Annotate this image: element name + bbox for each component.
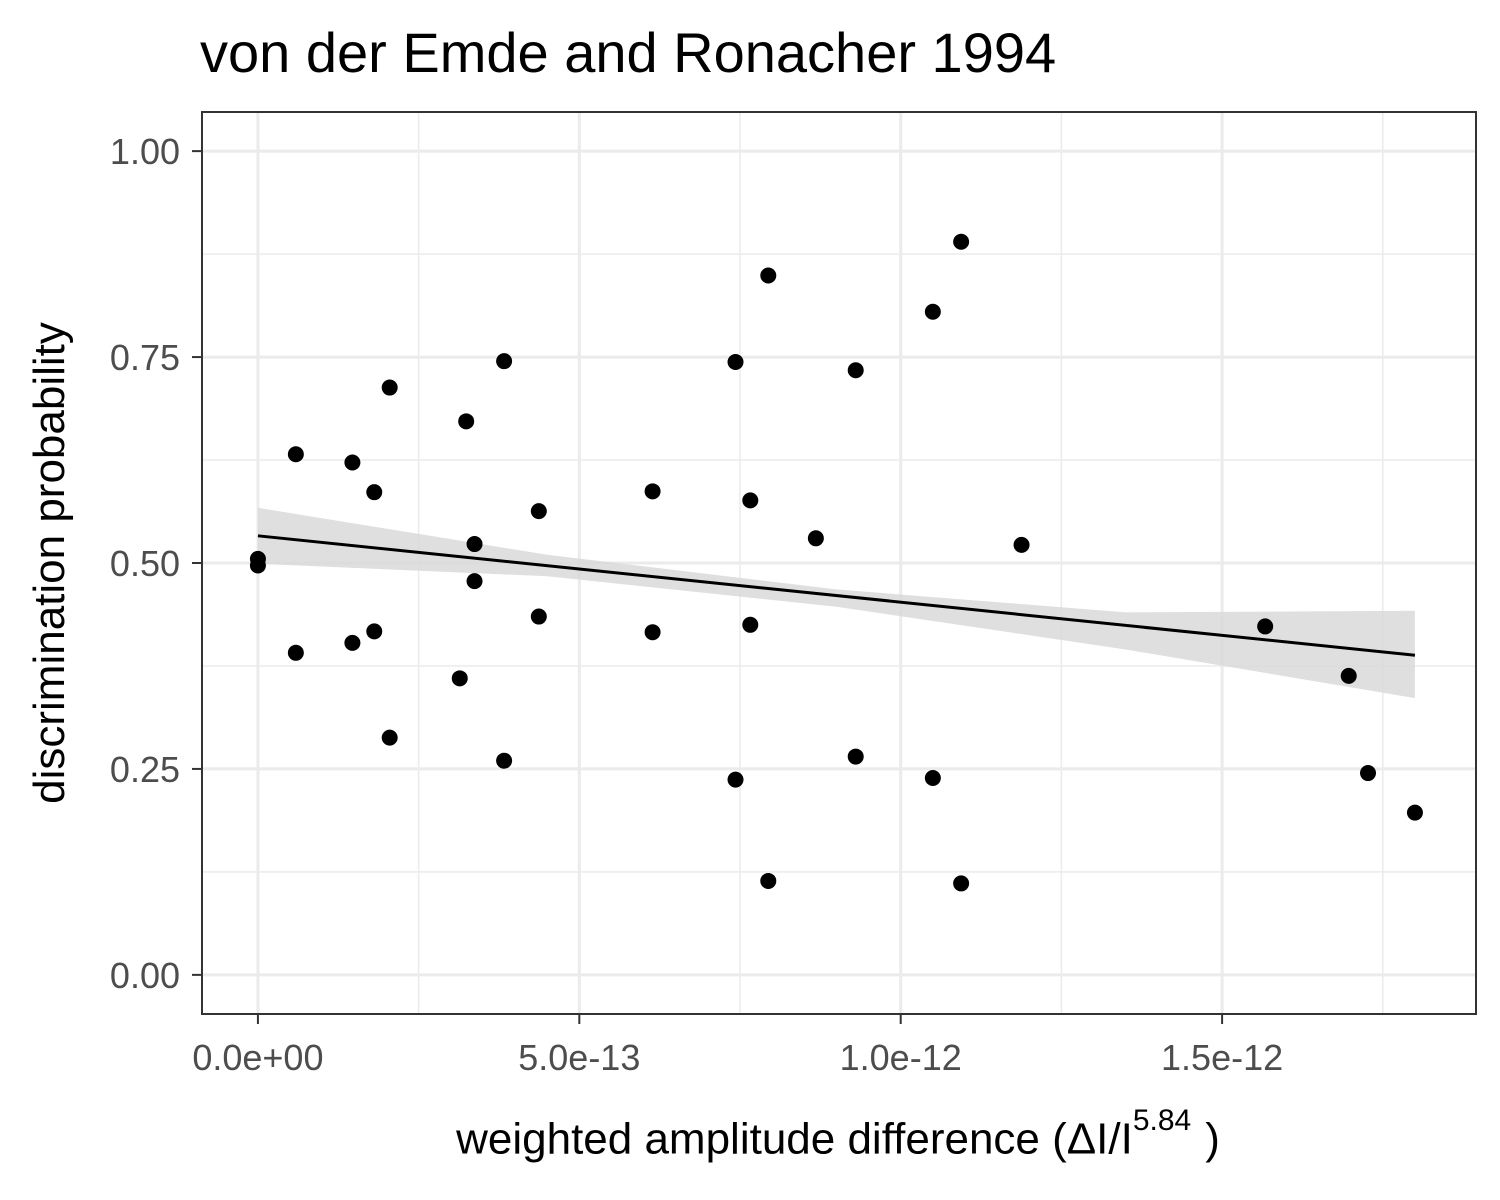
- data-point-27: [847, 362, 864, 379]
- data-point-5: [344, 634, 361, 651]
- data-point-34: [1257, 618, 1274, 635]
- y-tick-label-1: 0.25: [110, 749, 180, 790]
- x-tick-label-0: 0.0e+00: [192, 1037, 323, 1078]
- data-point-17: [530, 608, 547, 625]
- regression-line: [257, 534, 1416, 657]
- data-point-25: [760, 872, 777, 889]
- data-point-4: [344, 454, 361, 471]
- data-point-32: [953, 875, 970, 892]
- data-point-23: [742, 616, 759, 633]
- x-axis-label: weighted amplitude difference (ΔI/I5.84): [456, 1104, 1220, 1165]
- data-point-36: [1360, 765, 1377, 782]
- fit-line: [257, 534, 1416, 657]
- data-point-9: [381, 729, 398, 746]
- data-point-26: [807, 530, 824, 547]
- chart-title: von der Emde and Ronacher 1994: [200, 21, 1057, 84]
- y-tick-label-2: 0.50: [110, 543, 180, 584]
- data-point-28: [847, 748, 864, 765]
- data-point-21: [727, 771, 744, 788]
- confidence-band: [257, 507, 1415, 699]
- y-tick-label-3: 0.75: [110, 337, 180, 378]
- data-point-3: [287, 644, 304, 661]
- x-axis-label-superscript: 5.84: [1132, 1104, 1192, 1137]
- data-point-18: [644, 483, 661, 500]
- data-point-19: [644, 624, 661, 641]
- data-point-29: [924, 303, 941, 320]
- data-point-10: [451, 670, 468, 687]
- data-point-31: [953, 233, 970, 250]
- data-point-13: [466, 573, 483, 590]
- data-point-30: [924, 769, 941, 786]
- x-tick-label-2: 1.0e-12: [840, 1037, 962, 1078]
- data-point-12: [466, 536, 483, 553]
- y-tick-label-0: 0.00: [110, 955, 180, 996]
- data-point-8: [381, 379, 398, 396]
- data-point-35: [1340, 667, 1357, 684]
- data-point-6: [366, 484, 383, 501]
- data-point-14: [496, 353, 513, 370]
- x-axis-label-close: ): [1205, 1114, 1220, 1164]
- y-tick-label-4: 1.00: [110, 131, 180, 172]
- data-point-16: [530, 503, 547, 520]
- x-tick-label-1: 5.0e-13: [518, 1037, 640, 1078]
- confidence-band-area: [257, 507, 1415, 699]
- data-point-7: [366, 623, 383, 640]
- data-point-1: [249, 557, 266, 574]
- data-point-24: [760, 267, 777, 284]
- x-axis-label-main: weighted amplitude difference (ΔI/I: [456, 1114, 1133, 1164]
- data-points: [249, 233, 1423, 892]
- data-point-33: [1013, 536, 1030, 553]
- data-point-15: [496, 752, 513, 769]
- axis-ticks: [192, 150, 1224, 1024]
- data-point-11: [458, 413, 475, 430]
- data-point-22: [742, 492, 759, 509]
- data-point-2: [287, 446, 304, 463]
- data-point-20: [727, 354, 744, 371]
- tick-labels: 0.0e+00 5.0e-13 1.0e-12 1.5e-12 0.00 0.25 0.50…: [110, 131, 1283, 1078]
- x-tick-label-3: 1.5e-12: [1161, 1037, 1283, 1078]
- data-point-37: [1406, 804, 1423, 821]
